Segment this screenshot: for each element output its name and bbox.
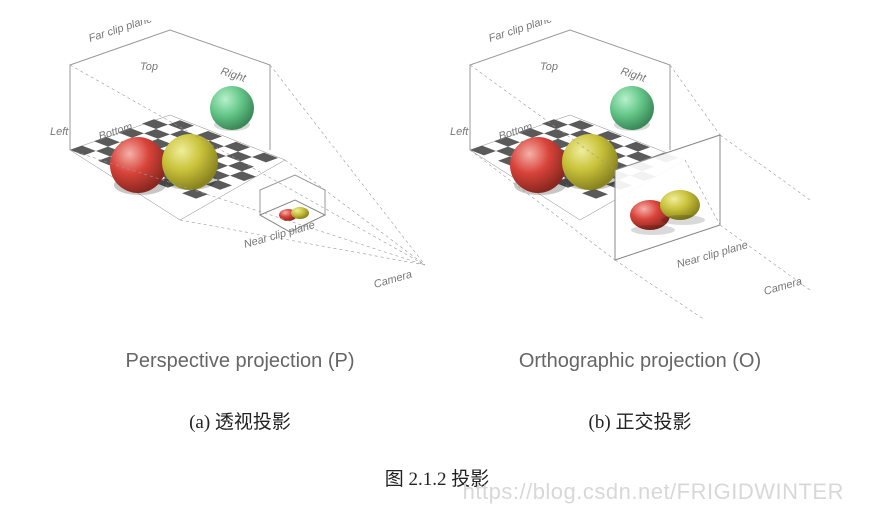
- label-near-clip-o: Near clip plane: [676, 239, 750, 271]
- near-clip-plane: [260, 175, 325, 232]
- perspective-svg: Far clip plane Top Right Left Bottom Nea…: [40, 20, 440, 320]
- label-top-o: Top: [540, 61, 558, 73]
- sphere-yellow: [162, 134, 218, 190]
- label-top: Top: [140, 61, 158, 73]
- figure-caption: 图 2.1.2 投影: [0, 464, 874, 491]
- label-right-o: Right: [619, 65, 648, 85]
- panel-orthographic: Far clip plane Top Right Left Bottom Nea…: [440, 20, 840, 434]
- figure-container: Far clip plane Top Right Left Bottom Nea…: [0, 0, 874, 434]
- diagram-perspective: Far clip plane Top Right Left Bottom Nea…: [40, 20, 440, 320]
- diagram-orthographic: Far clip plane Top Right Left Bottom Nea…: [440, 20, 840, 320]
- label-far-clip: Far clip plane: [87, 20, 154, 45]
- label-right: Right: [219, 65, 248, 85]
- orthographic-svg: Far clip plane Top Right Left Bottom Nea…: [440, 20, 840, 320]
- sphere-green-o: [610, 86, 654, 130]
- sphere-green: [210, 86, 254, 130]
- label-camera: Camera: [373, 269, 414, 291]
- caption-perspective: Perspective projection (P): [40, 350, 440, 373]
- subcaption-a: (a) 透视投影: [40, 407, 440, 434]
- sphere-red: [110, 137, 166, 193]
- label-left-o: Left: [450, 126, 469, 138]
- subcaption-b: (b) 正交投影: [440, 407, 840, 434]
- label-camera-o: Camera: [763, 276, 804, 298]
- sphere-yellow-o: [562, 134, 618, 190]
- caption-orthographic: Orthographic projection (O): [440, 350, 840, 373]
- label-left: Left: [50, 126, 69, 138]
- sphere-red-o: [510, 137, 566, 193]
- panel-perspective: Far clip plane Top Right Left Bottom Nea…: [40, 20, 440, 434]
- label-far-clip-o: Far clip plane: [487, 20, 554, 45]
